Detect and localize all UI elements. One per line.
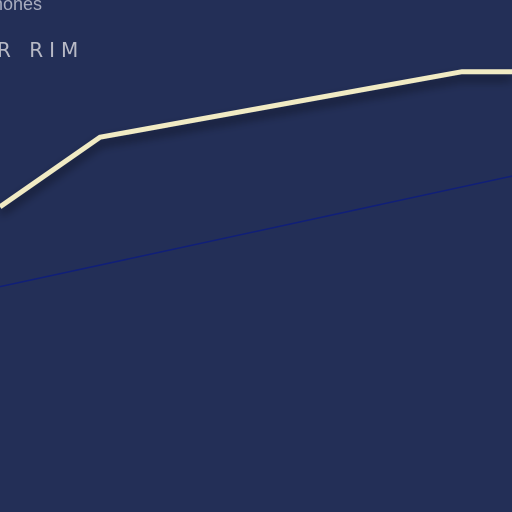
series-line-secondary <box>0 175 512 288</box>
series-layer <box>0 69 512 288</box>
chart-title-fragment: rmones <box>0 0 43 14</box>
series-line-primary <box>0 69 512 209</box>
section-label: R RIM <box>0 38 85 62</box>
